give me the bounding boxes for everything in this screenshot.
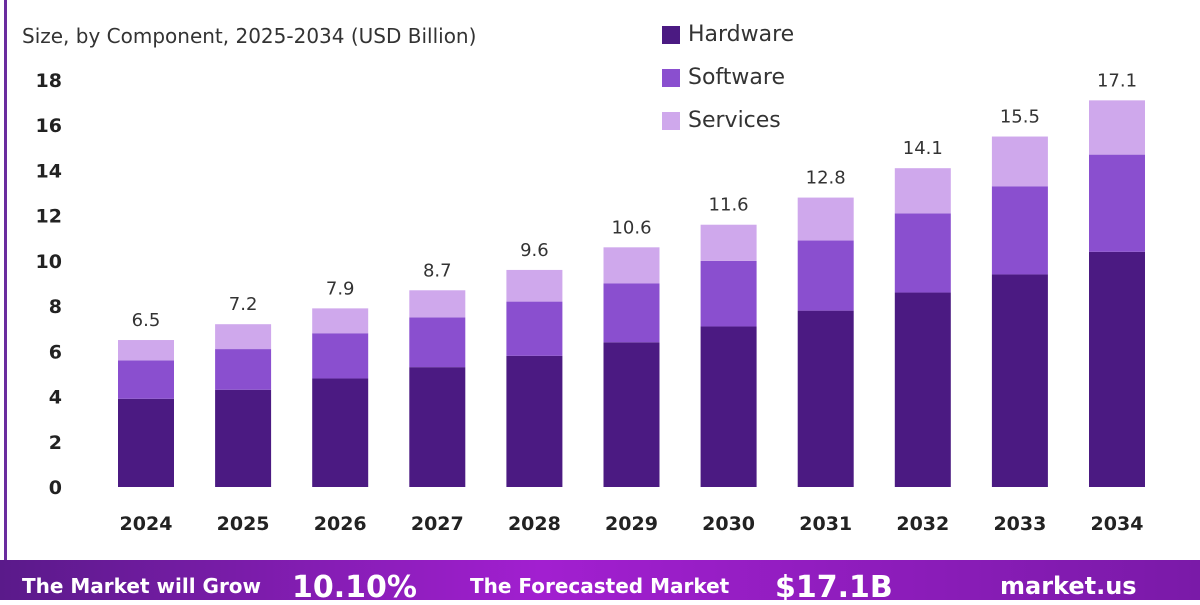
legend-swatch: [662, 111, 680, 130]
bar-segment-services: [894, 168, 951, 214]
legend-software: Software: [662, 65, 785, 90]
y-tick-label: 16: [36, 115, 62, 137]
bar-segment-hardware: [603, 342, 660, 487]
total-data-label: 9.6: [520, 240, 549, 261]
frame-border: [4, 0, 7, 560]
bar-segment-hardware: [215, 389, 272, 487]
total-data-label: 11.6: [709, 195, 749, 216]
bar-segment-services: [1089, 100, 1145, 155]
bar-segment-hardware: [797, 310, 854, 487]
total-data-label: 8.7: [423, 260, 452, 281]
x-tick-label: 2030: [702, 513, 755, 535]
total-data-label: 6.5: [132, 310, 161, 331]
chart-subtitle: Size, by Component, 2025-2034 (USD Billi…: [22, 24, 477, 48]
bar-segment-hardware: [312, 378, 369, 487]
y-tick-label: 2: [49, 432, 62, 454]
legend-label: Hardware: [688, 22, 795, 47]
total-data-label: 17.1: [1097, 70, 1137, 91]
x-tick-label: 2027: [411, 513, 464, 535]
legend-swatch: [662, 25, 680, 44]
y-tick-label: 10: [36, 251, 62, 273]
y-tick-label: 18: [36, 70, 62, 92]
bar-segment-software: [991, 186, 1048, 275]
bar-segment-services: [991, 136, 1048, 187]
y-tick-label: 8: [49, 296, 62, 318]
total-data-label: 7.2: [229, 294, 258, 315]
legend-services: Services: [662, 108, 781, 133]
forecast-label: The Forecasted Market: [470, 574, 730, 598]
x-tick-label: 2033: [993, 513, 1046, 535]
legend-hardware: Hardware: [662, 22, 794, 47]
y-tick-label: 6: [49, 341, 62, 363]
x-tick-label: 2031: [799, 513, 852, 535]
bar-segment-software: [1089, 154, 1145, 252]
legend-swatch: [662, 68, 680, 87]
bar-segment-software: [312, 333, 369, 379]
bar-segment-software: [797, 240, 854, 311]
x-tick-label: 2034: [1091, 513, 1144, 535]
bar-segment-hardware: [506, 355, 563, 487]
bar-chart: 0 2 4 6 8 10 12 14 16 18 6.5 2024 7.2 2025 7.9 2026 8.7 2…: [36, 70, 1145, 535]
bar-segment-services: [312, 308, 369, 334]
x-tick-label: 2025: [217, 513, 270, 535]
cagr-value: 10.10%: [292, 570, 417, 605]
bar-segment-hardware: [894, 292, 951, 487]
bar-segment-software: [894, 213, 951, 293]
grow-label: The Market will Grow: [22, 574, 262, 598]
x-tick-label: 2029: [605, 513, 658, 535]
bar-segment-software: [215, 349, 272, 390]
brand-logo: market.us: [1000, 572, 1137, 600]
bar-segment-hardware: [118, 398, 174, 487]
x-tick-label: 2026: [314, 513, 367, 535]
bar-segment-hardware: [1089, 251, 1145, 487]
bar-segment-hardware: [409, 367, 466, 487]
bar-segment-services: [603, 247, 660, 284]
legend-label: Services: [688, 108, 781, 133]
bar-segment-services: [700, 224, 757, 261]
bar-segment-services: [118, 340, 174, 361]
bar-segment-services: [215, 324, 272, 350]
bar-segment-services: [409, 290, 466, 318]
total-data-label: 15.5: [1000, 107, 1040, 128]
bar-segment-software: [506, 301, 563, 356]
total-data-label: 7.9: [326, 278, 355, 299]
bar-segment-services: [506, 269, 563, 302]
legend-label: Software: [688, 65, 785, 90]
y-tick-label: 12: [36, 206, 62, 228]
x-tick-label: 2032: [896, 513, 949, 535]
bar-segment-software: [603, 283, 660, 343]
y-tick-label: 14: [36, 160, 62, 182]
bar-segment-hardware: [700, 326, 757, 487]
total-data-label: 12.8: [806, 168, 846, 189]
x-tick-label: 2028: [508, 513, 561, 535]
forecast-value: $17.1B: [775, 570, 893, 605]
bar-segment-software: [700, 260, 757, 327]
total-data-label: 10.6: [611, 217, 651, 238]
footer-banner: The Market will Grow 10.10% The Forecast…: [0, 560, 1200, 605]
bar-segment-hardware: [991, 274, 1048, 487]
bar-segment-services: [797, 197, 854, 241]
y-tick-label: 0: [49, 477, 62, 499]
total-data-label: 14.1: [903, 138, 943, 159]
bar-segment-software: [118, 360, 174, 399]
x-tick-label: 2024: [120, 513, 173, 535]
y-tick-label: 4: [49, 387, 62, 409]
bar-segment-software: [409, 317, 466, 368]
